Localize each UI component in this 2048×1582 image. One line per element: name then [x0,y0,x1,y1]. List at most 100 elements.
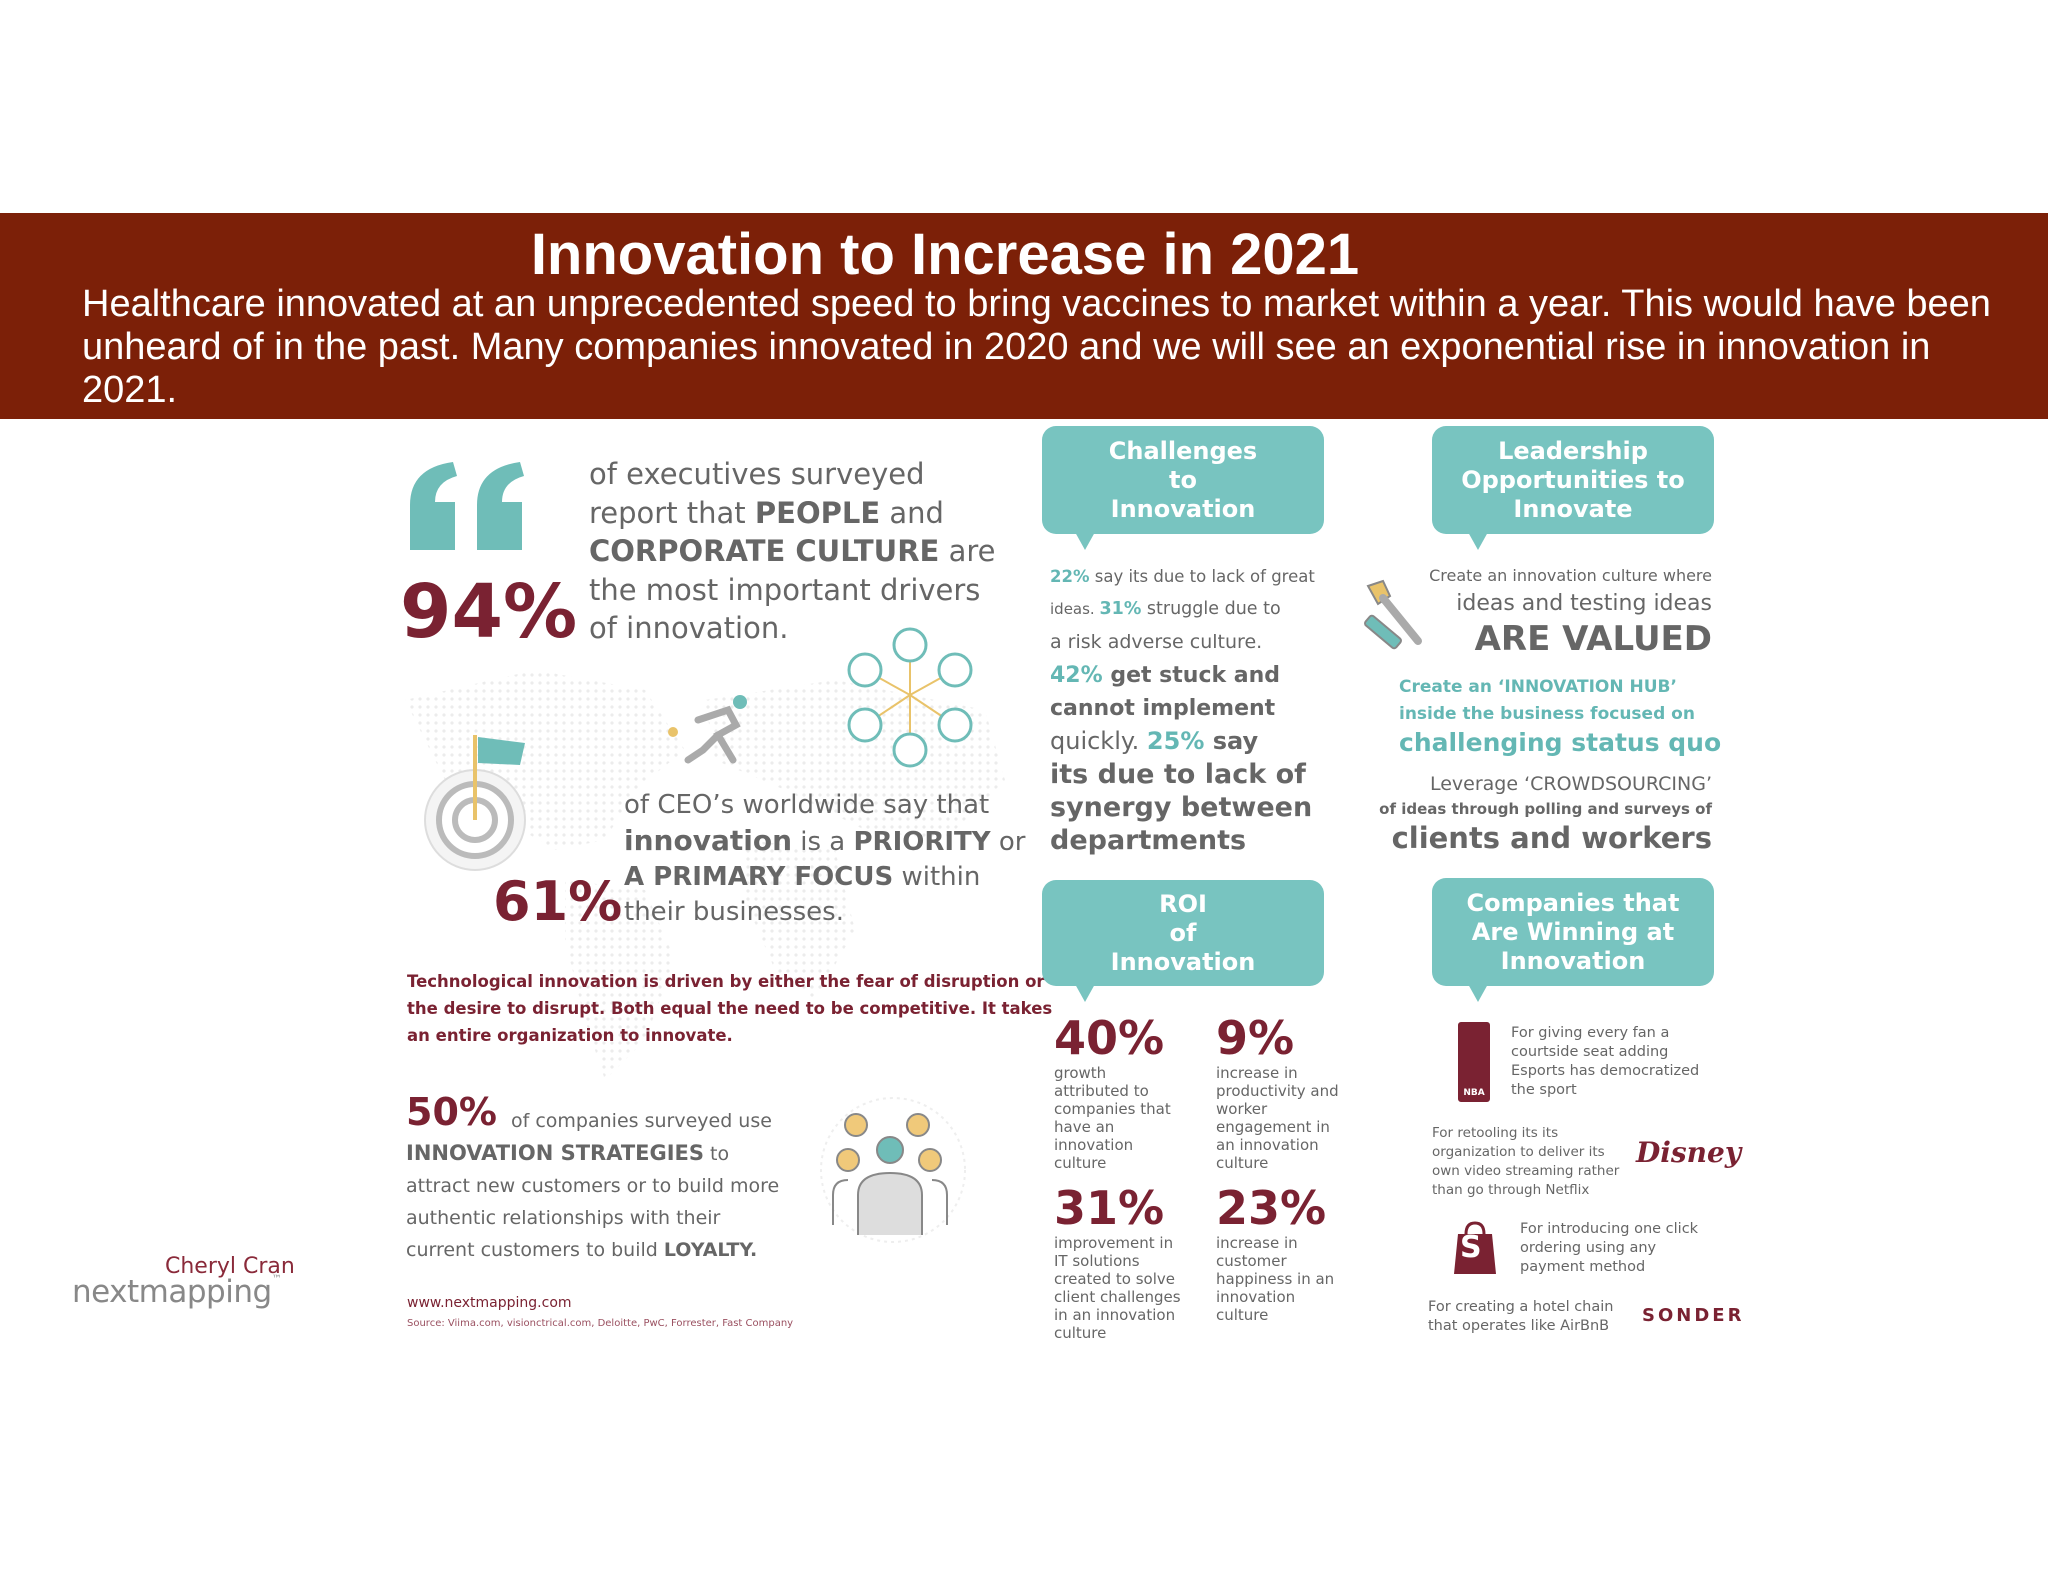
leadership-line3: ARE VALUED [1474,619,1712,659]
disney-l2: own video streaming rather [1432,1163,1620,1179]
stat-50-line5b: LOYALTY. [663,1239,758,1261]
disney-l3: than go through Netflix [1432,1182,1590,1198]
challenges-line6: quickly. 25% say [1050,725,1315,758]
roi-s4-l0: increase in [1216,1234,1298,1252]
winning-header: Companies that Are Winning at Innovation [1432,878,1714,986]
challenges-line4-text: get stuck and [1102,663,1281,688]
leadership-line7: Leverage ‘CROWDSOURCING’ [1429,773,1712,795]
shopify-logo-letter: S [1460,1230,1482,1265]
roi-s3-l1: IT solutions [1054,1252,1140,1270]
stat-94-line4: the most important drivers [589,572,981,607]
stat-94-line2b: PEOPLE [754,495,881,530]
roi-s2-l1: productivity and [1216,1082,1339,1100]
stat-50-text: of companies surveyed use INNOVATION STR… [406,1105,779,1266]
disney-text: For retooling its its organization to del… [1432,1124,1619,1200]
stat-94-line2: report that PEOPLE and [589,494,996,533]
challenges-pct-42: 42% [1050,663,1103,688]
nba-l0: For giving every fan a [1511,1025,1670,1041]
roi-s2-l2: worker [1216,1100,1268,1118]
roi-stat-31: 31% improvement in IT solutions created to… [1054,1182,1181,1342]
stat-50-value: 50% [406,1090,497,1134]
leadership-hub: Create an ‘INNOVATION HUB’ inside the bu… [1399,674,1721,758]
quote-icon [410,462,524,550]
roi-s1-l1: attributed to [1054,1082,1149,1100]
roi-s3-l4: in an innovation [1054,1306,1176,1324]
roi-s2-l4: an innovation [1216,1136,1319,1154]
challenges-pct-22: 22% [1050,567,1090,586]
roi-stat-9: 9% increase in productivity and worker enga… [1216,1012,1339,1172]
sonder-l0: For creating a hotel chain [1428,1299,1614,1315]
stat-94-line3b: are [939,534,996,568]
leadership-title-2: Opportunities to [1461,465,1685,494]
stat-61-line3: A PRIMARY FOCUS within [624,860,1025,895]
winning-title-3: Innovation [1500,946,1646,975]
winning-bubble-tail [1468,984,1488,1002]
stat-50-line2: INNOVATION STRATEGIES to [406,1137,779,1170]
roi-header: ROI of Innovation [1042,880,1324,986]
challenges-line6a: quickly. [1050,727,1147,755]
roi-stat-9-text: increase in productivity and worker engagem… [1216,1064,1339,1172]
shopify-l2: payment method [1520,1259,1646,1275]
roi-stat-23-text: increase in customer happiness in an innova… [1216,1234,1334,1324]
stat-50-line4: authentic relationships with their [406,1207,721,1229]
roi-s4-l3: innovation [1216,1288,1296,1306]
nba-l1: courtside seat adding [1511,1044,1669,1060]
roi-s1-l5: culture [1054,1154,1107,1172]
roi-s1-l3: have an [1054,1118,1115,1136]
roi-stat-40-value: 40% [1054,1011,1165,1065]
challenges-title-2: to [1169,465,1197,494]
challenges-line9: departments [1050,825,1247,856]
stat-61-text: of CEO’s worldwide say that innovation i… [624,788,1025,930]
roi-stat-40: 40% growth attributed to companies that hav… [1054,1012,1171,1172]
challenges-line2: ideas. 31% struggle due to [1050,593,1315,626]
tech-line-2: the desire to disrupt. Both equal the ne… [407,999,1053,1018]
stat-94-line5: of innovation. [589,611,789,645]
roi-s4-l2: happiness in an [1216,1270,1335,1288]
stat-61-line3b: within [893,862,981,892]
roi-s1-l4: innovation [1054,1136,1134,1154]
roi-title-3: Innovation [1110,947,1256,976]
leadership-line5: inside the business focused on [1399,704,1695,724]
stat-50-line5: current customers to build LOYALTY. [406,1234,779,1266]
roi-s2-l5: culture [1216,1154,1269,1172]
tech-innovation-paragraph: Technological innovation is driven by ei… [407,968,1052,1049]
stat-94-line3: CORPORATE CULTURE are [589,532,996,571]
logo-brand-text: nextmapping [72,1274,272,1310]
challenges-line1: 22% say its due to lack of great [1050,560,1315,593]
roi-s2-l3: engagement in [1216,1118,1330,1136]
roi-s2-l0: increase in [1216,1064,1298,1082]
website-url[interactable]: www.nextmapping.com [407,1295,572,1311]
stat-94-line1: of executives surveyed [589,457,925,491]
challenges-line8: synergy between [1050,792,1313,823]
leadership-line6: challenging status quo [1399,728,1722,757]
roi-s1-l2: companies that [1054,1100,1171,1118]
sonder-logo: SONDER [1642,1305,1745,1326]
shopify-text: For introducing one click ordering using … [1520,1220,1698,1277]
nba-l2: Esports has democratized [1511,1063,1700,1079]
challenges-line2b: struggle due to [1141,599,1281,619]
roi-title-1: ROI [1159,889,1207,918]
leadership-crowd: Leverage ‘CROWDSOURCING’ of ideas throug… [1350,770,1712,856]
roi-s4-l4: culture [1216,1306,1269,1324]
logo-brand: nextmapping™ [72,1274,282,1310]
stat-50-line2a: INNOVATION STRATEGIES [406,1141,705,1165]
roi-s1-l0: growth [1054,1064,1107,1082]
logo-tm: ™ [271,1274,282,1285]
source-citation: Source: Viima.com, visionctrical.com, De… [407,1318,794,1329]
nba-logo-text: NBA [1463,1088,1485,1098]
stat-94-line2a: report that [589,495,755,530]
nba-text: For giving every fan a courtside seat add… [1511,1024,1699,1100]
network-icon [847,627,973,768]
stat-50-line3: attract new customers or to build more [406,1175,780,1197]
stat-61-line2a: innovation [624,824,792,857]
stat-94-line3a: CORPORATE CULTURE [589,534,940,568]
stat-61-line4: their businesses. [624,897,844,927]
runner-icon [668,695,747,764]
stat-50-line5a: current customers to build [406,1239,664,1261]
roi-stat-31-value: 31% [1054,1181,1165,1235]
challenges-title-3: Innovation [1110,494,1256,523]
stat-61-line3a: A PRIMARY FOCUS [624,862,894,892]
challenges-line3: a risk adverse culture. [1050,631,1263,653]
roi-s4-l1: customer [1216,1252,1287,1270]
disney-l0: For retooling its its [1432,1125,1559,1141]
